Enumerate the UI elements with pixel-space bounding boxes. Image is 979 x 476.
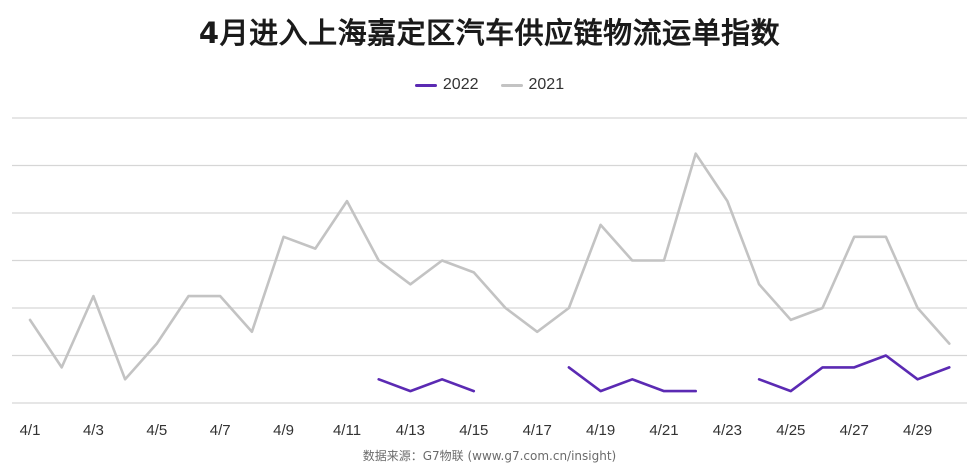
x-tick-label-4-17: 4/17	[523, 422, 552, 439]
x-tick-label-4-7: 4/7	[210, 422, 231, 439]
series-line-2022-segment-2	[567, 366, 698, 393]
legend-label-2021: 2021	[528, 76, 565, 93]
chart-legend: 2022 2021	[0, 76, 979, 94]
x-tick-label-4-11: 4/11	[333, 422, 361, 439]
legend-item-2021: 2021	[500, 76, 565, 94]
x-tick-label-4-29: 4/29	[903, 422, 932, 439]
x-axis-tick-labels: 4/1 4/3 4/5 4/7 4/9 4/11 4/13 4/15 4/17 4/19 4/21 4…	[20, 422, 933, 439]
legend-swatch-2021	[500, 83, 523, 87]
x-tick-label-4-27: 4/27	[840, 422, 869, 439]
x-tick-label-4-23: 4/23	[713, 422, 742, 439]
series-line-2022-segment-3	[757, 354, 951, 393]
x-tick-label-4-9: 4/9	[273, 422, 294, 439]
chart-title: 4月进入上海嘉定区汽车供应链物流运单指数	[198, 16, 781, 50]
x-tick-label-4-3: 4/3	[83, 422, 104, 439]
x-tick-label-4-21: 4/21	[649, 422, 678, 439]
x-tick-label-4-1: 4/1	[20, 422, 41, 439]
series-line-2022-segment-1	[377, 377, 476, 393]
source-note: 数据来源：G7物联 (www.g7.com.cn/insight)	[362, 449, 617, 463]
gridlines	[12, 117, 967, 404]
x-tick-label-4-5: 4/5	[146, 422, 167, 439]
legend-label-2022: 2022	[442, 76, 479, 93]
x-tick-label-4-25: 4/25	[776, 422, 805, 439]
legend-swatch-2022	[414, 83, 437, 87]
x-tick-label-4-13: 4/13	[396, 422, 425, 439]
series-lines	[28, 152, 951, 393]
legend-item-2022: 2022	[414, 76, 479, 94]
series-line-2021-segment-1	[28, 152, 951, 381]
x-tick-label-4-15: 4/15	[459, 422, 488, 439]
x-tick-label-4-19: 4/19	[586, 422, 615, 439]
